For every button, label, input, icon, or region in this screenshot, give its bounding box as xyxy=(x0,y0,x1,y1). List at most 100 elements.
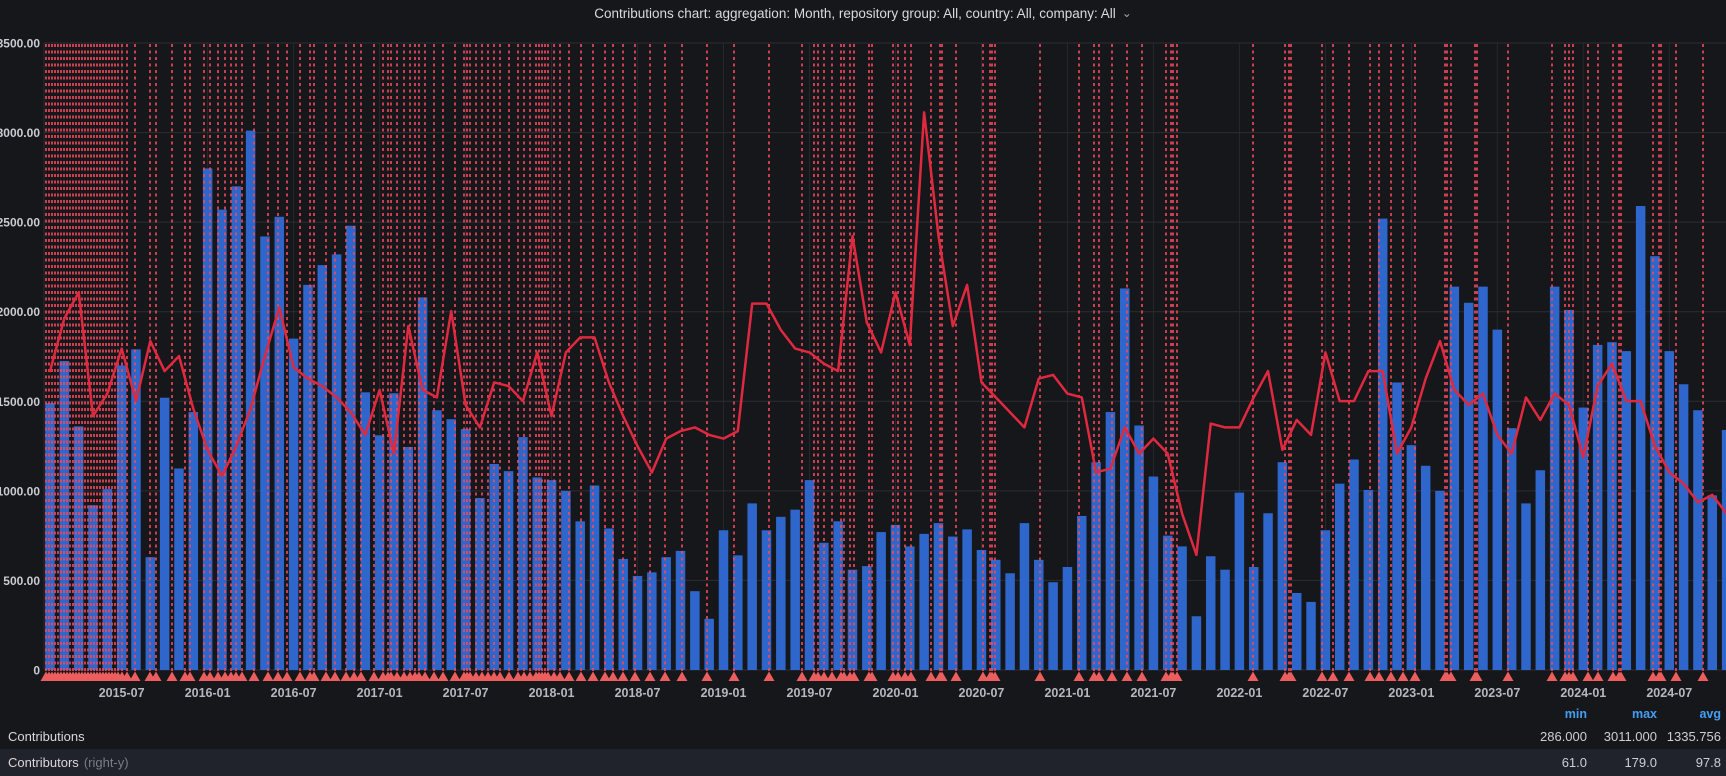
bar xyxy=(317,265,328,670)
annotation-triangle-icon xyxy=(1106,671,1118,681)
bar xyxy=(1120,288,1130,670)
bar xyxy=(819,542,829,670)
annotation-triangle-icon xyxy=(1247,671,1259,681)
bar xyxy=(1406,445,1417,670)
annotation-triangle-icon xyxy=(294,671,306,681)
annotation-triangle-icon xyxy=(1316,671,1328,681)
annotation-triangle-icon xyxy=(391,671,403,681)
bar xyxy=(1291,592,1302,670)
annotation-triangle-icon xyxy=(728,671,740,681)
bar xyxy=(1034,559,1044,670)
bar xyxy=(1306,601,1316,670)
annotation-triangle-icon xyxy=(449,671,461,681)
annotation-triangle-icon xyxy=(818,671,830,681)
bar xyxy=(1463,302,1474,670)
bar xyxy=(374,435,385,670)
bar xyxy=(1205,556,1216,670)
bar xyxy=(116,365,127,670)
bar xyxy=(1320,530,1331,670)
legend-column-avg[interactable]: avg xyxy=(1699,706,1721,721)
annotation-triangle-icon xyxy=(1121,671,1133,681)
svg-text:2018-07: 2018-07 xyxy=(615,686,661,700)
bar xyxy=(733,555,743,670)
bar xyxy=(804,480,815,670)
bar xyxy=(1191,616,1202,670)
bar xyxy=(1478,286,1488,670)
bar xyxy=(704,618,714,670)
annotation-triangle-icon xyxy=(989,671,1001,681)
legend-min-value: 61.0 xyxy=(1561,755,1587,770)
bar xyxy=(432,410,442,670)
svg-text:2016-01: 2016-01 xyxy=(185,686,231,700)
annotation-triangle-icon xyxy=(340,671,352,681)
contributions-chart[interactable]: 3500.00 3000.00 2500.00 2000.00 1500.00 1000.… xyxy=(0,0,1726,703)
bar xyxy=(790,509,800,670)
annotation-triangle-icon xyxy=(355,671,367,681)
panel-title[interactable]: Contributions chart: aggregation: Month,… xyxy=(0,0,1726,27)
annotation-markers[interactable] xyxy=(40,671,1709,682)
chart-legend: min max avg Contributions 286.000 3011.0… xyxy=(0,703,1726,776)
bar xyxy=(403,446,413,670)
annotation-triangle-icon xyxy=(848,671,860,681)
legend-series-label[interactable]: Contributors xyxy=(8,755,79,770)
annotation-triangle-icon xyxy=(121,671,133,681)
svg-text:2017-01: 2017-01 xyxy=(357,686,403,700)
bar xyxy=(1535,470,1546,670)
legend-column-min[interactable]: min xyxy=(1564,706,1587,721)
svg-text:0: 0 xyxy=(33,664,40,678)
legend-row-contributors[interactable]: Contributors (right-y) 61.0 179.0 97.8 xyxy=(0,749,1726,776)
bar xyxy=(1349,459,1359,670)
svg-text:1000.00: 1000.00 xyxy=(0,484,40,498)
svg-text:2015-07: 2015-07 xyxy=(99,686,145,700)
annotation-triangle-icon xyxy=(1327,671,1339,681)
annotation-triangle-icon xyxy=(308,671,320,681)
annotation-triangle-icon xyxy=(977,671,989,681)
svg-text:2019-01: 2019-01 xyxy=(701,686,747,700)
annotation-triangle-icon xyxy=(1582,671,1594,681)
bar xyxy=(546,480,557,670)
annotation-triangle-icon xyxy=(262,671,274,681)
annotation-triangle-icon xyxy=(599,671,611,681)
bar xyxy=(331,254,342,671)
legend-header: min max avg xyxy=(0,703,1726,724)
annotation-triangle-icon xyxy=(248,671,260,681)
bar xyxy=(1334,483,1345,670)
bar xyxy=(73,426,84,670)
legend-series-label[interactable]: Contributions xyxy=(8,729,85,744)
contributors-line[interactable] xyxy=(48,111,1726,557)
bar xyxy=(188,412,199,670)
svg-text:2500.00: 2500.00 xyxy=(0,216,40,230)
panel-title-text: Contributions chart: aggregation: Month,… xyxy=(594,6,1116,21)
svg-text:2018-01: 2018-01 xyxy=(529,686,575,700)
bar xyxy=(1134,425,1144,670)
legend-avg-value: 1335.756 xyxy=(1666,729,1721,744)
bar xyxy=(632,575,643,670)
bar xyxy=(962,529,972,670)
bar xyxy=(1492,329,1503,670)
legend-max-value: 3011.000 xyxy=(1603,729,1657,744)
svg-text:2021-07: 2021-07 xyxy=(1130,686,1176,700)
bar xyxy=(1621,351,1632,670)
bar xyxy=(45,403,55,670)
legend-column-max[interactable]: max xyxy=(1631,706,1657,721)
annotation-triangle-icon xyxy=(892,671,904,681)
bar xyxy=(260,236,270,670)
annotation-triangle-icon xyxy=(1471,671,1483,681)
svg-text:500.00: 500.00 xyxy=(3,574,40,588)
bar xyxy=(890,524,901,670)
annotation-triangle-icon xyxy=(281,671,293,681)
bar xyxy=(360,392,371,670)
annotation-lines[interactable] xyxy=(45,44,1704,671)
annotation-triangle-icon xyxy=(348,671,360,681)
x-axis-labels: 2015-07 2016-01 2016-07 2017-01 2017-07 2018-… xyxy=(99,686,1693,700)
legend-row-contributions[interactable]: Contributions 286.000 3011.000 1335.756 xyxy=(0,724,1726,749)
bar xyxy=(1721,429,1726,670)
bar xyxy=(1521,503,1531,670)
bar xyxy=(862,566,872,670)
annotation-triangle-icon xyxy=(320,671,332,681)
annotation-triangle-icon xyxy=(866,671,878,681)
bar xyxy=(475,498,485,670)
annotation-triangle-icon xyxy=(329,671,341,681)
bar xyxy=(1277,462,1288,670)
